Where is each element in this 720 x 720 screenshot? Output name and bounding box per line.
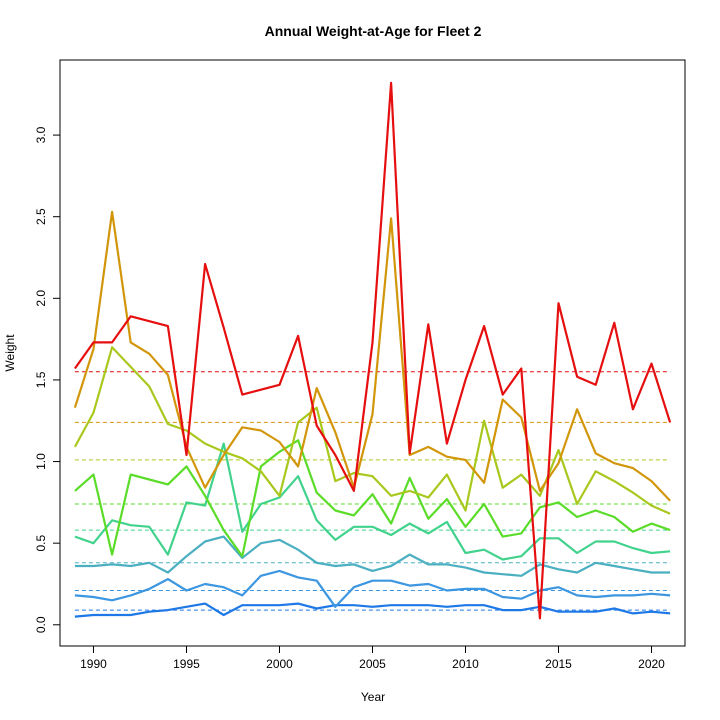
series-line-2 bbox=[74, 569, 671, 608]
y-tick-label: 1.0 bbox=[34, 453, 48, 470]
x-tick-label: 1995 bbox=[173, 657, 200, 671]
series-line-6 bbox=[73, 346, 671, 515]
series-line-5 bbox=[74, 439, 671, 558]
x-tick-label: 2005 bbox=[359, 657, 386, 671]
y-tick-label: 0.0 bbox=[34, 616, 48, 633]
y-axis: 0.0 0.5 1.0 1.5 2.0 2.5 3.0 bbox=[34, 126, 61, 633]
y-tick-label: 0.5 bbox=[34, 535, 48, 552]
plot-frame bbox=[59, 59, 686, 647]
series-line-8 bbox=[74, 81, 672, 620]
x-axis-label: Year bbox=[361, 690, 385, 704]
series-line-1 bbox=[74, 602, 671, 618]
x-tick-label: 2015 bbox=[545, 657, 572, 671]
y-tick-label: 1.5 bbox=[34, 371, 48, 388]
y-axis-label: Weight bbox=[3, 334, 17, 372]
y-tick-label: 2.0 bbox=[34, 290, 48, 307]
series-line-3 bbox=[74, 535, 671, 577]
series-line-4 bbox=[74, 442, 671, 561]
series-line-7 bbox=[73, 210, 671, 502]
x-tick-label: 2000 bbox=[266, 657, 293, 671]
plot-area bbox=[73, 81, 672, 620]
y-tick-label: 2.5 bbox=[34, 208, 48, 225]
x-axis: 1990 1995 2000 2005 2010 2015 2020 bbox=[80, 645, 665, 671]
chart-title: Annual Weight-at-Age for Fleet 2 bbox=[265, 23, 482, 39]
x-tick-label: 1990 bbox=[80, 657, 107, 671]
x-tick-label: 2020 bbox=[638, 657, 665, 671]
x-tick-label: 2010 bbox=[452, 657, 479, 671]
y-tick-label: 3.0 bbox=[34, 126, 48, 143]
